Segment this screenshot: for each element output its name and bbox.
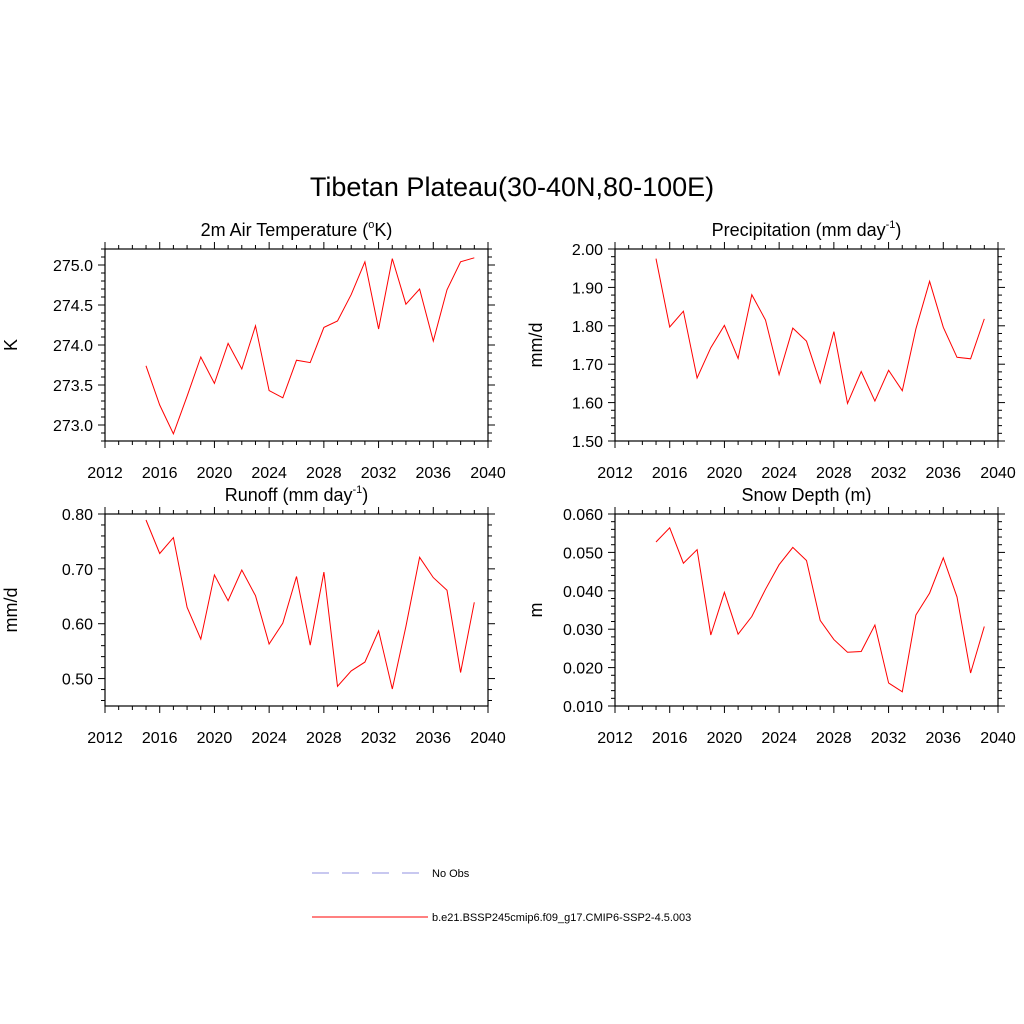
precipitation-ytick-label: 1.70 xyxy=(572,357,603,374)
snow-depth-xtick-label: 2016 xyxy=(652,730,688,747)
precipitation-xtick-label: 2016 xyxy=(652,465,688,482)
runoff-xtick-label: 2040 xyxy=(470,730,506,747)
precipitation-series-line xyxy=(655,258,985,406)
precipitation-ytick-label: 1.50 xyxy=(572,434,603,451)
runoff-xtick-label: 2028 xyxy=(306,730,342,747)
snow-depth-xtick-label: 2012 xyxy=(597,730,633,747)
runoff-frame xyxy=(104,513,489,707)
snow-depth-title: Snow Depth (m) xyxy=(741,485,871,505)
panels: 2012 2016 2020 2024 2028 2032 2036 2040 273.0 273… xyxy=(1,219,1016,747)
runoff-title: Runoff (mm day-1) xyxy=(225,484,369,505)
legend-label-no-obs: No Obs xyxy=(432,868,470,880)
air-temperature-xtick-label: 2036 xyxy=(415,465,451,482)
snow-depth-ylabel: m xyxy=(526,603,546,618)
air-temperature-xtick-label: 2028 xyxy=(306,465,342,482)
legend-label-model: b.e21.BSSP245cmip6.f09_g17.CMIP6-SSP2-4.… xyxy=(432,912,691,924)
snow-depth-xtick-label: 2020 xyxy=(707,730,743,747)
precipitation-ytick-label: 1.90 xyxy=(572,280,603,297)
runoff-ylabel: mm/d xyxy=(1,588,21,633)
runoff-xtick-label: 2032 xyxy=(361,730,397,747)
snow-depth-ytick-label: 0.050 xyxy=(563,545,603,562)
precipitation-xtick-label: 2040 xyxy=(980,465,1016,482)
snow-depth-ytick-label: 0.010 xyxy=(563,699,603,716)
panel-runoff: 2012 2016 2020 2024 2028 2032 2036 2040 0.50 0.60… xyxy=(1,484,506,747)
air-temperature-title: 2m Air Temperature (oK) xyxy=(201,219,393,240)
air-temperature-ytick-label: 273.0 xyxy=(53,418,93,435)
precipitation-xtick-label: 2036 xyxy=(925,465,961,482)
snow-depth-frame xyxy=(614,513,999,707)
precipitation-ylabel: mm/d xyxy=(526,323,546,368)
precipitation-xtick-label: 2012 xyxy=(597,465,633,482)
runoff-xtick-label: 2016 xyxy=(142,730,178,747)
precipitation-xtick-label: 2032 xyxy=(871,465,907,482)
snow-depth-xtick-label: 2024 xyxy=(761,730,797,747)
precipitation-ytick-label: 1.80 xyxy=(572,319,603,336)
legend: No Obs b.e21.BSSP245cmip6.f09_g17.CMIP6-… xyxy=(312,868,691,924)
precipitation-xtick-label: 2028 xyxy=(816,465,852,482)
precipitation-ytick-label: 1.60 xyxy=(572,396,603,413)
precipitation-frame xyxy=(614,248,999,442)
air-temperature-xtick-label: 2040 xyxy=(470,465,506,482)
snow-depth-xtick-label: 2028 xyxy=(816,730,852,747)
runoff-xtick-label: 2024 xyxy=(251,730,287,747)
air-temperature-xtick-label: 2032 xyxy=(361,465,397,482)
runoff-xtick-label: 2020 xyxy=(197,730,233,747)
snow-depth-xtick-label: 2040 xyxy=(980,730,1016,747)
panel-air-temperature: 2012 2016 2020 2024 2028 2032 2036 2040 273.0 273… xyxy=(1,219,506,482)
precipitation-ytick-label: 2.00 xyxy=(572,242,603,259)
air-temperature-series-line xyxy=(145,257,475,436)
air-temperature-xtick-label: 2016 xyxy=(142,465,178,482)
runoff-xtick-label: 2012 xyxy=(87,730,123,747)
snow-depth-xtick-label: 2036 xyxy=(925,730,961,747)
panel-snow-depth: 2012 2016 2020 2024 2028 2032 2036 2040 0.010 0.0… xyxy=(526,485,1016,747)
air-temperature-ytick-label: 275.0 xyxy=(53,258,93,275)
precipitation-xtick-label: 2020 xyxy=(707,465,743,482)
runoff-ytick-label: 0.70 xyxy=(62,562,93,579)
air-temperature-ylabel: K xyxy=(1,339,21,351)
snow-depth-ytick-label: 0.040 xyxy=(563,584,603,601)
precipitation-title: Precipitation (mm day-1) xyxy=(712,219,902,240)
runoff-xtick-label: 2036 xyxy=(415,730,451,747)
runoff-series-line xyxy=(145,519,475,690)
snow-depth-ytick-label: 0.030 xyxy=(563,622,603,639)
snow-depth-xtick-label: 2032 xyxy=(871,730,907,747)
air-temperature-xtick-label: 2012 xyxy=(87,465,123,482)
air-temperature-ytick-label: 274.5 xyxy=(53,298,93,315)
runoff-ytick-label: 0.80 xyxy=(62,507,93,524)
air-temperature-ytick-label: 273.5 xyxy=(53,378,93,395)
panel-precipitation: 2012 2016 2020 2024 2028 2032 2036 2040 1.50 1.60… xyxy=(526,219,1016,482)
air-temperature-xtick-label: 2020 xyxy=(197,465,233,482)
air-temperature-xtick-label: 2024 xyxy=(251,465,287,482)
figure-title: Tibetan Plateau(30-40N,80-100E) xyxy=(310,172,714,202)
snow-depth-ytick-label: 0.020 xyxy=(563,661,603,678)
runoff-ytick-label: 0.60 xyxy=(62,617,93,634)
snow-depth-series-line xyxy=(655,526,985,693)
precipitation-xtick-label: 2024 xyxy=(761,465,797,482)
runoff-ytick-label: 0.50 xyxy=(62,672,93,689)
snow-depth-ytick-label: 0.060 xyxy=(563,507,603,524)
air-temperature-ytick-label: 274.0 xyxy=(53,338,93,355)
air-temperature-frame xyxy=(104,248,489,442)
